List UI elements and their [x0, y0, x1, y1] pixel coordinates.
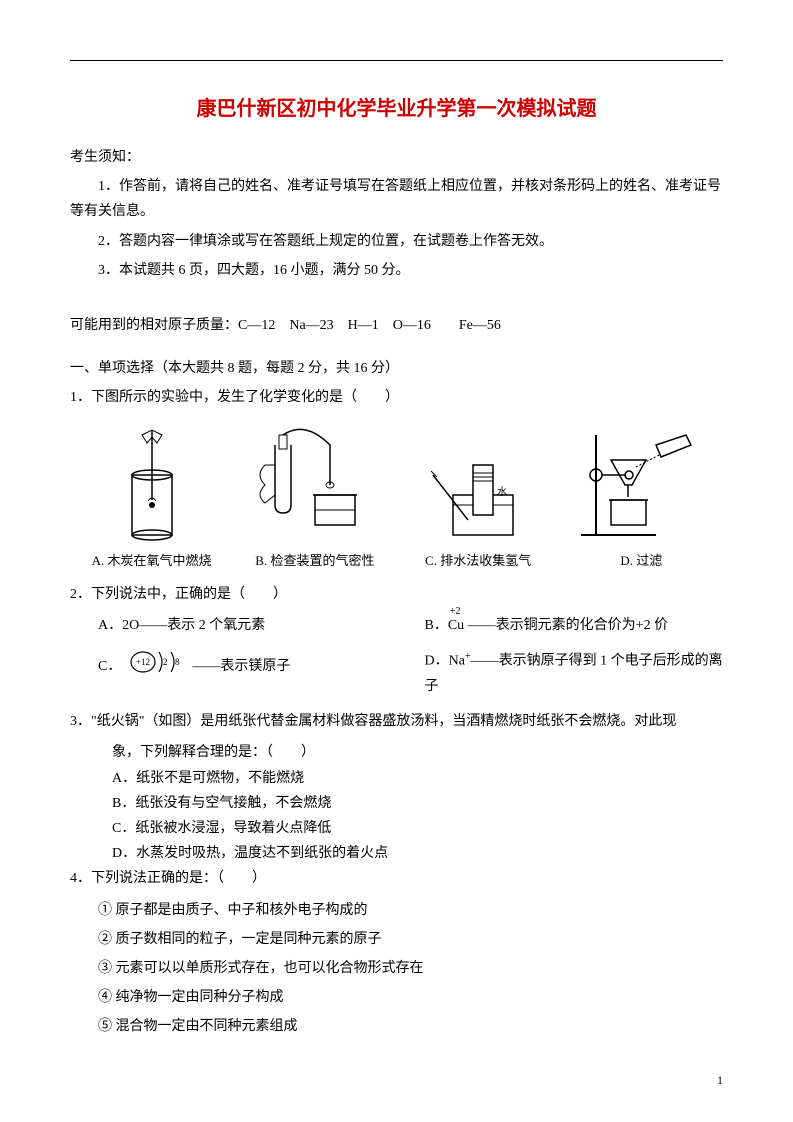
q2b-prefix: B．: [425, 618, 448, 633]
q2-stem: 2．下列说法中，正确的是（ ）: [70, 582, 723, 607]
q2c-prefix: C．: [98, 659, 121, 674]
q4-statement-1: ① 原子都是由质子、中子和核外电子构成的: [70, 898, 723, 923]
q4-statement-4: ④ 纯净物一定由同种分子构成: [70, 985, 723, 1010]
q4-statement-5: ⑤ 混合物一定由不同种元素组成: [70, 1014, 723, 1039]
notice-heading: 考生须知：: [70, 145, 723, 170]
mg-shell2: 8: [175, 657, 180, 667]
q2-options: A．2O——表示 2 个氧元素 B．+2Cu ——表示铜元素的化合价为+2 价 …: [70, 613, 723, 709]
q4-statement-3: ③ 元素可以以单质形式存在，也可以化合物形式存在: [70, 956, 723, 981]
page-title: 康巴什新区初中化学毕业升学第一次模拟试题: [70, 91, 723, 127]
q1-figures: A. 木炭在氧气中燃烧 B. 检查装置的气密性 水 C. 排水法收集氢气: [70, 425, 723, 572]
atomic-masses: 可能用到的相对原子质量：C—12 Na—23 H—1 O—16 Fe—56: [70, 313, 723, 338]
q4-stem: 4．下列说法正确的是：（ ）: [70, 866, 723, 891]
notice-item: 2．答题内容一律填涂或写在答题纸上规定的位置，在试题卷上作答无效。: [70, 229, 723, 254]
page-number: 1: [717, 1070, 723, 1092]
q1-label-d: D. 过滤: [620, 549, 662, 572]
q1-stem: 1．下图所示的实验中，发生了化学变化的是（ ）: [70, 385, 723, 410]
q1-label-c: C. 排水法收集氢气: [425, 549, 531, 572]
q3-stem-line2: 象，下列解释合理的是：（ ）: [70, 740, 723, 765]
q1-figure-c: 水 C. 排水法收集氢气: [403, 425, 553, 572]
q1-figure-a: A. 木炭在氧气中燃烧: [77, 425, 227, 572]
q3-option-c: C．纸张被水浸湿，导致着火点降低: [70, 816, 723, 841]
q2d-prefix: D．Na: [425, 654, 465, 669]
mg-shell1: 2: [163, 657, 168, 667]
q2-option-c: C． +12 2 8 ——表示镁原子: [70, 648, 397, 699]
q2b-suffix: ——表示铜元素的化合价为+2 价: [464, 618, 668, 633]
q2-option-d: D．Na+——表示钠原子得到 1 个电子后形成的离子: [397, 648, 724, 699]
top-rule: [70, 60, 723, 61]
q2-option-b: B．+2Cu ——表示铜元素的化合价为+2 价: [397, 613, 724, 638]
q1-figure-b: B. 检查装置的气密性: [240, 425, 390, 572]
notice-item: 3．本试题共 6 页，四大题，16 小题，满分 50 分。: [70, 258, 723, 283]
q2b-superscript: +2: [450, 603, 461, 621]
q4-statement-2: ② 质子数相同的粒子，一定是同种元素的原子: [70, 927, 723, 952]
notice-item: 1．作答前，请将自己的姓名、准考证号填写在答题纸上相应位置，并核对条形码上的姓名…: [70, 174, 723, 224]
q1-label-a: A. 木炭在氧气中燃烧: [92, 549, 212, 572]
q2c-suffix: ——表示镁原子: [192, 659, 290, 674]
mg-core: +12: [136, 657, 150, 667]
q2-option-a: A．2O——表示 2 个氧元素: [70, 613, 397, 638]
q1-label-b: B. 检查装置的气密性: [255, 549, 374, 572]
svg-text:水: 水: [497, 486, 507, 498]
q3-stem-line1: 3．"纸火锅"（如图）是用纸张代替金属材料做容器盛放汤料，当酒精燃烧时纸张不会燃…: [70, 709, 723, 734]
q3-option-a: A．纸张不是可燃物，不能燃烧: [70, 766, 723, 791]
atom-structure-icon: +12 2 8: [129, 648, 185, 685]
section-heading: 一、单项选择（本大题共 8 题，每题 2 分，共 16 分）: [70, 356, 723, 381]
q3-option-b: B．纸张没有与空气接触，不会燃烧: [70, 791, 723, 816]
q1-figure-d: D. 过滤: [566, 425, 716, 572]
q3-option-d: D．水蒸发时吸热，温度达不到纸张的着火点: [70, 841, 723, 866]
